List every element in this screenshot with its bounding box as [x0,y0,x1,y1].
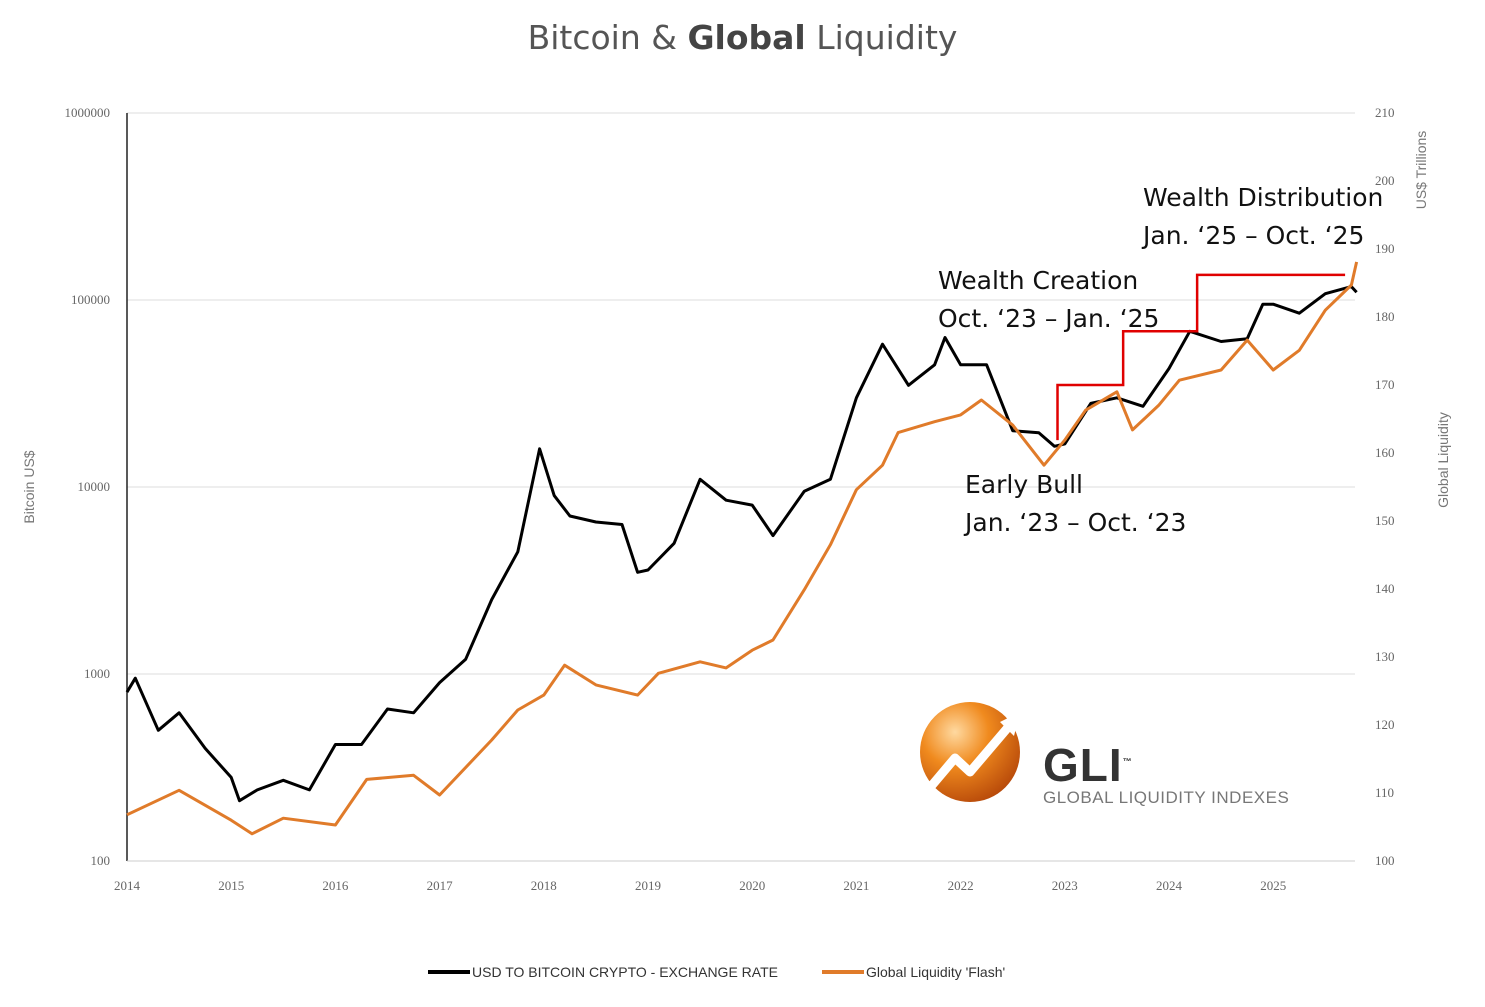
x-tick-label: 2018 [531,878,557,893]
y-right-axis-title: Global Liquidity [1435,412,1451,508]
y-right-tick-label: 120 [1375,717,1395,732]
y-right-tick-label: 170 [1375,377,1395,392]
logo-name: GLI™ [1043,739,1133,791]
y-right-tick-label: 160 [1375,445,1395,460]
logo-tagline: GLOBAL LIQUIDITY INDEXES [1043,788,1290,807]
y-right-unit-label: US$ Trillions [1413,131,1429,210]
chart-title: Bitcoin & Global Liquidity [527,18,958,57]
legend-swatch-orange [821,970,864,974]
y-left-tick-label: 100 [91,853,111,868]
x-tick-label: 2021 [843,878,869,893]
x-tick-label: 2020 [739,878,765,893]
annotation-early-bull: Early Bull Jan. ‘23 – Oct. ‘23 [965,470,1187,537]
x-tick-label: 2022 [948,878,974,893]
annotation-wealth-distribution: Wealth Distribution Jan. ‘25 – Oct. ‘25 [1143,183,1384,250]
y-right-tick-label: 200 [1375,173,1395,188]
y-left-tick-label: 100000 [71,292,110,307]
y-left-axis-title: Bitcoin US$ [21,450,37,523]
gli-logo-sphere [920,702,1020,802]
bitcoin-price-line [125,285,1358,803]
y-right-tick-label: 190 [1375,241,1395,256]
y-left-tick-label: 10000 [78,479,111,494]
y-right-tick-label: 130 [1375,649,1395,664]
gli-logo-arrowhead-icon [1000,712,1020,736]
legend-item-bitcoin: USD TO BITCOIN CRYPTO - EXCHANGE RATE [428,964,778,980]
x-tick-label: 2017 [427,878,454,893]
x-tick-label: 2025 [1260,878,1286,893]
y-right-tick-label: 210 [1375,105,1395,120]
y-left-tick-label: 1000 [84,666,110,681]
annotation-wealth-creation: Wealth Creation Oct. ‘23 – Jan. ‘25 [938,266,1160,333]
gli-logo-text: GLI™ GLOBAL LIQUIDITY INDEXES [1043,738,1289,808]
y-right-tick-label: 110 [1375,785,1394,800]
x-tick-label: 2024 [1156,878,1183,893]
legend: USD TO BITCOIN CRYPTO - EXCHANGE RATE Gl… [428,964,1005,980]
y-right-tick-label: 100 [1375,853,1395,868]
gli-logo-arrow-icon [924,722,1014,793]
y-right-tick-label: 180 [1375,309,1395,324]
x-tick-label: 2015 [218,878,244,893]
legend-item-liquidity: Global Liquidity 'Flash' [821,964,1005,980]
y-left-tick-label: 1000000 [65,105,111,120]
y-right-tick-label: 150 [1375,513,1395,528]
x-tick-label: 2023 [1052,878,1078,893]
x-tick-label: 2019 [635,878,661,893]
x-tick-label: 2014 [114,878,141,893]
global-liquidity-line [126,261,1359,836]
legend-swatch-black [428,970,470,974]
y-right-tick-label: 140 [1375,581,1395,596]
phase-step-line [1056,273,1346,441]
x-tick-label: 2016 [322,878,349,893]
